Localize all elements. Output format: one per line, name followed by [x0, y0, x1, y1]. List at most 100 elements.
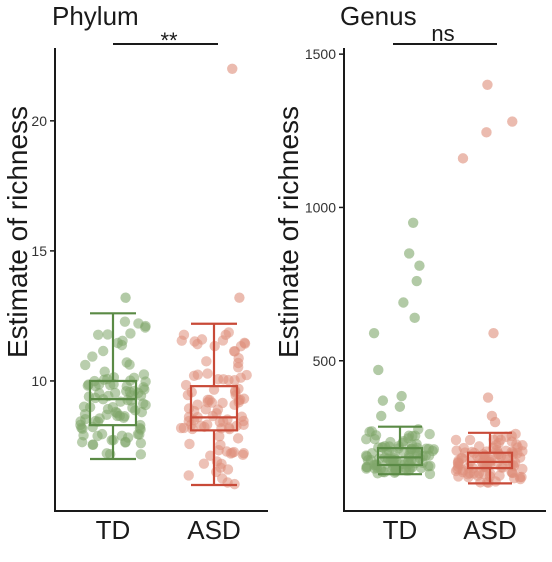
y-axis-label: Estimate of richness [2, 106, 33, 358]
data-point [410, 431, 420, 441]
x-tick-label-asd: ASD [187, 515, 240, 545]
data-point [239, 448, 249, 458]
outlier-point [487, 411, 497, 421]
outlier-point [373, 365, 383, 375]
data-point [240, 338, 250, 348]
data-point [177, 336, 187, 346]
outlier-point [482, 80, 492, 90]
x-tick-label-td: TD [96, 515, 131, 545]
outlier-point [234, 293, 244, 303]
outlier-point [483, 392, 493, 402]
data-point [214, 431, 224, 441]
phylum-panel: Phylum Estimate of richness 10 15 20 TD ASD… [2, 1, 268, 545]
data-point [233, 358, 243, 368]
data-point [472, 470, 482, 480]
data-point [94, 388, 104, 398]
significance-label: ** [160, 28, 178, 53]
data-point [120, 316, 130, 326]
outlier-point [376, 411, 386, 421]
data-point [80, 360, 90, 370]
data-point [193, 370, 203, 380]
data-point [199, 459, 209, 469]
genus-panel: Genus Estimate of richness 500 1000 1500 T… [273, 1, 546, 545]
data-point [202, 397, 212, 407]
data-point [371, 430, 381, 440]
outlier-point [395, 402, 405, 412]
data-point [79, 402, 89, 412]
data-point [125, 328, 135, 338]
outlier-point [408, 218, 418, 228]
y-tick-label: 15 [31, 243, 47, 259]
data-point [108, 402, 118, 412]
data-point [478, 449, 488, 459]
y-tick-label: 10 [31, 373, 47, 389]
outlier-point [414, 261, 424, 271]
data-point [397, 438, 407, 448]
outlier-point [507, 116, 517, 126]
x-tick-label-td: TD [383, 515, 418, 545]
data-point [221, 446, 231, 456]
outlier-point [458, 153, 468, 163]
significance-label: ns [431, 21, 454, 46]
data-point [424, 429, 434, 439]
data-point [122, 381, 132, 391]
data-point [138, 382, 148, 392]
data-point [113, 338, 123, 348]
data-point [97, 429, 107, 439]
data-point [93, 330, 103, 340]
y-ticks: 10 15 20 [31, 113, 55, 389]
y-axis-label: Estimate of richness [273, 106, 304, 358]
data-point [451, 435, 461, 445]
x-tick-label-asd: ASD [463, 515, 516, 545]
data-point [102, 374, 112, 384]
data-point [494, 470, 504, 480]
outlier-point [404, 248, 414, 258]
data-point [134, 429, 144, 439]
data-point [75, 420, 85, 430]
outlier-point [120, 293, 130, 303]
y-ticks: 500 1000 1500 [305, 46, 344, 369]
outlier-point [378, 395, 388, 405]
data-point [201, 356, 211, 366]
panel-title: Phylum [52, 1, 139, 31]
outlier-point [481, 127, 491, 137]
x-tick-labels: TD ASD [96, 515, 241, 545]
data-point [184, 470, 194, 480]
data-point [224, 327, 234, 337]
data-point [140, 322, 150, 332]
data-point [425, 469, 435, 479]
data-point [184, 439, 194, 449]
y-tick-label: 1500 [305, 46, 336, 62]
data-point [234, 397, 244, 407]
data-point [102, 329, 112, 339]
outlier-point [369, 328, 379, 338]
data-point [197, 334, 207, 344]
data-point [233, 433, 243, 443]
data-point [517, 464, 527, 474]
data-point [136, 449, 146, 459]
outlier-point [409, 313, 419, 323]
data-point [361, 434, 371, 444]
data-point [222, 477, 232, 487]
data-point [211, 467, 221, 477]
outlier-point [396, 391, 406, 401]
data-point [453, 458, 463, 468]
data-point [87, 351, 97, 361]
y-tick-label: 20 [31, 113, 47, 129]
data-point [176, 423, 186, 433]
outlier-point [398, 297, 408, 307]
outlier-point [488, 328, 498, 338]
y-tick-label: 500 [313, 353, 337, 369]
data-point [465, 435, 475, 445]
data-point [224, 424, 234, 434]
x-tick-labels: TD ASD [383, 515, 517, 545]
data-point [107, 435, 117, 445]
outlier-point [412, 276, 422, 286]
data-point [88, 439, 98, 449]
data-point [453, 471, 463, 481]
y-tick-label: 1000 [305, 199, 336, 215]
data-point [136, 438, 146, 448]
data-point [124, 359, 134, 369]
panel-title: Genus [340, 1, 417, 31]
